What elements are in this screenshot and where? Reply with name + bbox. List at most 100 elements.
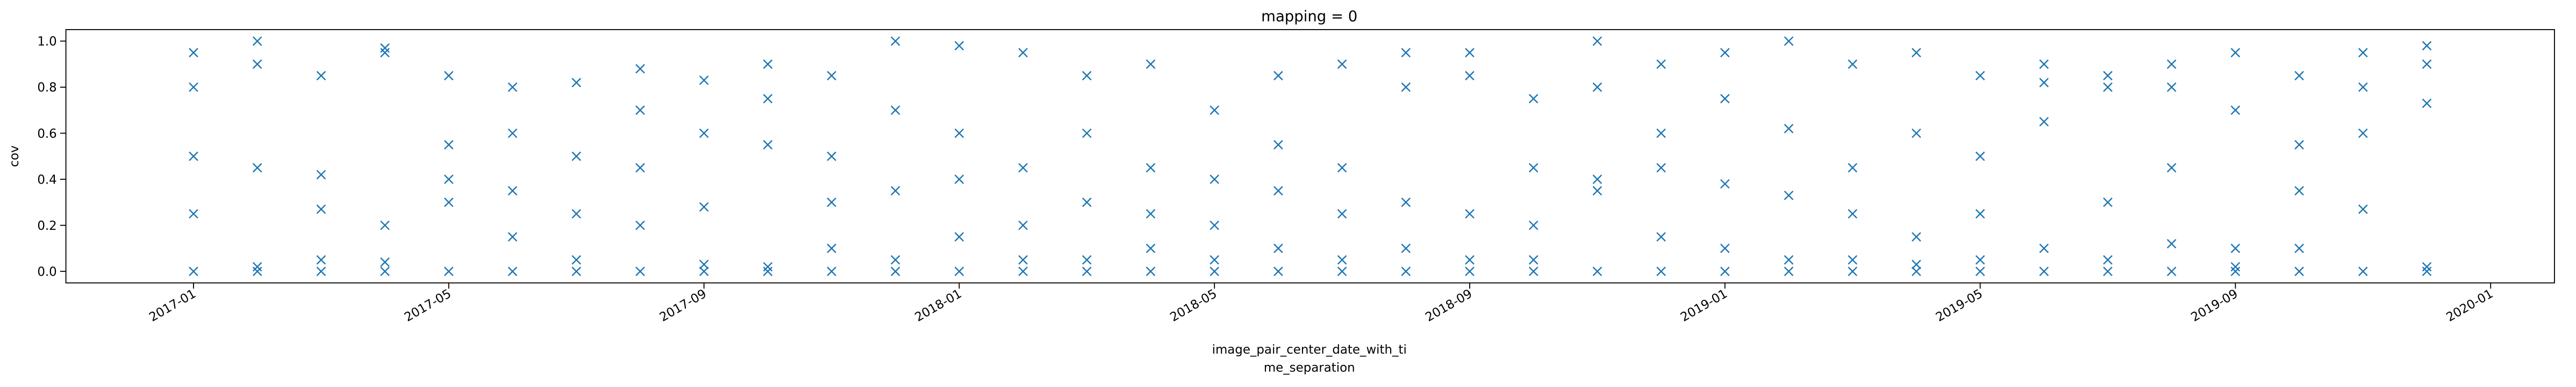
data-point [189,266,198,276]
data-point [2358,128,2368,138]
data-point [1082,266,1092,276]
data-point [316,170,326,180]
data-point [380,220,390,230]
data-point [2166,59,2177,69]
data-point [2166,82,2177,92]
data-point [2422,266,2432,276]
data-point [827,151,836,161]
data-point [2358,266,2368,276]
data-point [699,266,709,276]
data-point [890,266,900,276]
data-point [1210,105,1220,115]
data-point [2039,78,2049,88]
data-point [189,47,198,58]
data-point [1273,71,1283,81]
data-point [890,255,900,265]
data-point [252,266,262,276]
data-point [1465,47,1475,58]
data-point [1592,82,1602,92]
data-point [1912,47,1921,58]
data-point [1784,255,1794,265]
data-point [763,94,773,104]
data-point [699,128,709,138]
data-point [1656,59,1666,69]
data-point [2103,266,2113,276]
data-point [2422,262,2432,272]
data-point [1528,220,1539,230]
data-point [507,186,518,196]
data-point [1975,151,1985,161]
data-point [635,105,645,115]
data-point [1912,128,1921,138]
data-point [2422,98,2432,108]
data-point [827,266,836,276]
data-point [2422,59,2432,69]
data-point [763,59,773,69]
data-point [1720,179,1730,189]
data-point [1018,163,1028,173]
data-point [380,257,390,267]
y-tick-label: 1.0 [37,35,56,49]
data-point [2103,255,2113,265]
data-point [380,47,390,58]
data-point [189,151,198,161]
data-point [1210,266,1220,276]
data-point [507,266,518,276]
data-point [2166,163,2177,173]
data-point [1592,174,1602,184]
x-axis-label: image_pair_center_date_with_ti [1212,343,1407,357]
data-point [1848,163,1858,173]
data-point [1210,255,1220,265]
data-point [1465,255,1475,265]
data-point [316,204,326,214]
data-point [2294,71,2304,81]
data-point [1848,209,1858,219]
data-point [1528,94,1539,104]
data-point [954,128,964,138]
data-point [1401,82,1411,92]
data-point [1912,232,1921,242]
data-point [1082,71,1092,81]
data-point [1210,174,1220,184]
data-point [1018,266,1028,276]
data-point [1210,220,1220,230]
data-point [443,266,454,276]
data-point [1082,198,1092,207]
data-point [890,36,900,46]
data-point [571,151,581,161]
data-point [1018,220,1028,230]
data-point [2294,140,2304,150]
data-point [1912,266,1921,276]
data-point [443,174,454,184]
data-point [1337,209,1347,219]
data-point [571,255,581,265]
data-point [1401,243,1411,254]
data-point [1848,255,1858,265]
data-point [2230,266,2241,276]
data-point [699,259,709,270]
data-point [1848,59,1858,69]
data-point [2358,47,2368,58]
data-point [1720,47,1730,58]
data-point [1848,266,1858,276]
data-point [2230,105,2241,115]
data-point [827,198,836,207]
data-point [1784,266,1794,276]
data-point [2358,204,2368,214]
data-point [189,209,198,219]
data-point [252,59,262,69]
data-point [635,220,645,230]
data-point [443,198,454,207]
data-point [890,186,900,196]
data-point [1146,266,1156,276]
data-point [571,209,581,219]
data-point [1018,47,1028,58]
data-point [2230,47,2241,58]
data-point [1337,255,1347,265]
data-point [1592,36,1602,46]
data-point [316,266,326,276]
data-point [316,255,326,265]
chart-title: mapping = 0 [1261,8,1357,25]
